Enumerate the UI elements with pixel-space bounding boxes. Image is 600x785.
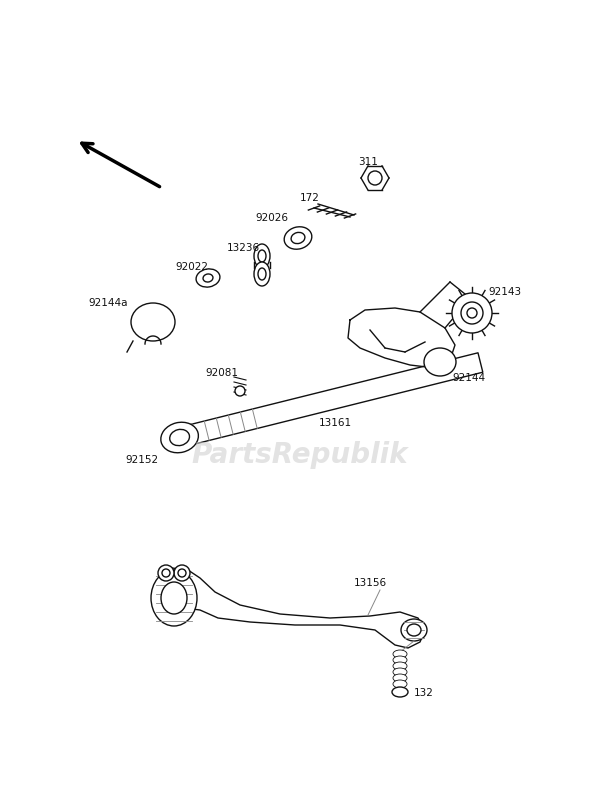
Circle shape — [174, 565, 190, 581]
Text: 92026: 92026 — [256, 213, 289, 223]
Circle shape — [158, 565, 174, 581]
Text: 92022: 92022 — [176, 262, 209, 272]
Ellipse shape — [291, 232, 305, 243]
Text: 92144a: 92144a — [88, 298, 128, 308]
Text: 13161: 13161 — [319, 418, 352, 428]
Ellipse shape — [258, 268, 266, 280]
Ellipse shape — [258, 250, 266, 262]
Circle shape — [162, 569, 170, 577]
Text: 92152: 92152 — [125, 455, 158, 466]
Ellipse shape — [284, 227, 312, 249]
Ellipse shape — [424, 348, 456, 376]
Circle shape — [235, 386, 245, 396]
Text: 172: 172 — [300, 193, 320, 203]
Ellipse shape — [436, 359, 444, 366]
Ellipse shape — [161, 582, 187, 614]
Text: 92143: 92143 — [488, 287, 521, 297]
Polygon shape — [177, 352, 483, 447]
Text: 13156: 13156 — [353, 578, 386, 588]
Ellipse shape — [428, 352, 452, 373]
Circle shape — [178, 569, 186, 577]
Text: PartsRepublik: PartsRepublik — [191, 441, 409, 469]
Ellipse shape — [393, 656, 407, 664]
Circle shape — [461, 302, 483, 324]
Ellipse shape — [407, 624, 421, 636]
Ellipse shape — [170, 429, 190, 446]
Polygon shape — [155, 568, 425, 648]
Text: 92081: 92081 — [205, 368, 239, 378]
Polygon shape — [348, 308, 455, 368]
Ellipse shape — [148, 317, 158, 327]
Ellipse shape — [142, 312, 164, 331]
Ellipse shape — [393, 674, 407, 682]
Ellipse shape — [203, 274, 213, 282]
Ellipse shape — [254, 262, 270, 286]
Ellipse shape — [254, 244, 270, 268]
Text: 13236: 13236 — [226, 243, 260, 253]
Circle shape — [368, 171, 382, 185]
Ellipse shape — [151, 570, 197, 626]
Ellipse shape — [393, 680, 407, 688]
Text: 132: 132 — [414, 688, 434, 698]
Ellipse shape — [137, 308, 170, 336]
Ellipse shape — [392, 687, 408, 697]
Text: 92144: 92144 — [452, 373, 485, 383]
Ellipse shape — [393, 662, 407, 670]
Ellipse shape — [131, 303, 175, 341]
Text: 311: 311 — [358, 157, 378, 167]
Ellipse shape — [393, 650, 407, 658]
Ellipse shape — [196, 269, 220, 287]
Circle shape — [467, 308, 477, 318]
Ellipse shape — [401, 619, 427, 641]
Ellipse shape — [161, 422, 199, 453]
Circle shape — [452, 293, 492, 333]
Ellipse shape — [393, 668, 407, 676]
Ellipse shape — [432, 355, 448, 369]
